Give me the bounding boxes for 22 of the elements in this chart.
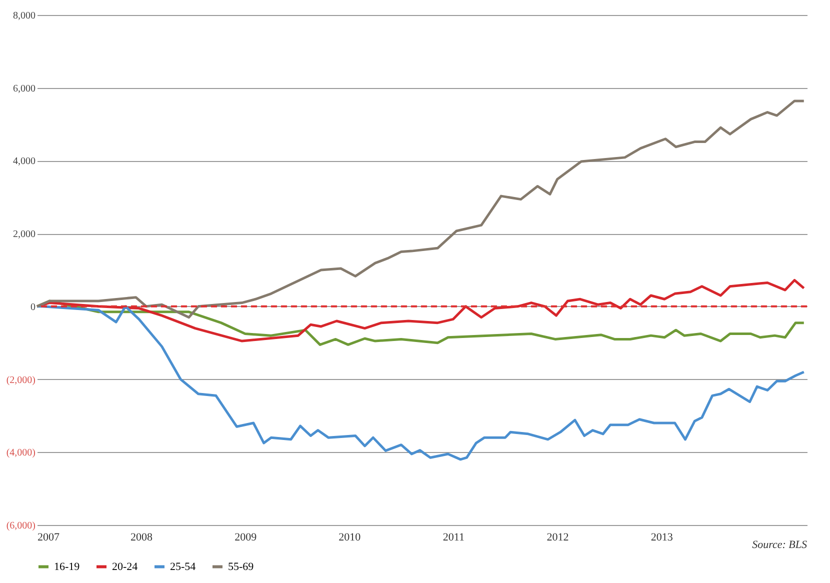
line-series <box>36 305 806 461</box>
x-tick-label: 2009 <box>234 532 258 544</box>
x-tick-label: 2013 <box>650 532 674 544</box>
y-tick-label: (4,000) <box>6 448 36 459</box>
x-tick-label: 2007 <box>38 532 60 544</box>
y-tick-label: (2,000) <box>6 374 36 386</box>
legend-label: 16-19 <box>54 560 80 573</box>
y-tick-label: 0 <box>30 302 36 313</box>
legend-label: 20-24 <box>112 560 138 573</box>
x-tick-label: 2010 <box>338 532 362 544</box>
legend-label: 25-54 <box>170 560 196 573</box>
x-tick-label: 2008 <box>130 532 154 544</box>
line-series <box>36 100 806 319</box>
source-note: Source: BLS <box>752 539 808 551</box>
x-tick-label: 2011 <box>442 532 465 544</box>
y-tick-label: 8,000 <box>13 10 36 22</box>
y-tick-label: (6,000) <box>6 520 36 532</box>
y-tick-label: 4,000 <box>13 156 36 168</box>
legend-label: 55-69 <box>228 560 254 573</box>
y-tick-label: 2,000 <box>13 229 36 240</box>
x-tick-label: 2012 <box>546 532 569 544</box>
y-tick-label: 6,000 <box>13 83 36 94</box>
